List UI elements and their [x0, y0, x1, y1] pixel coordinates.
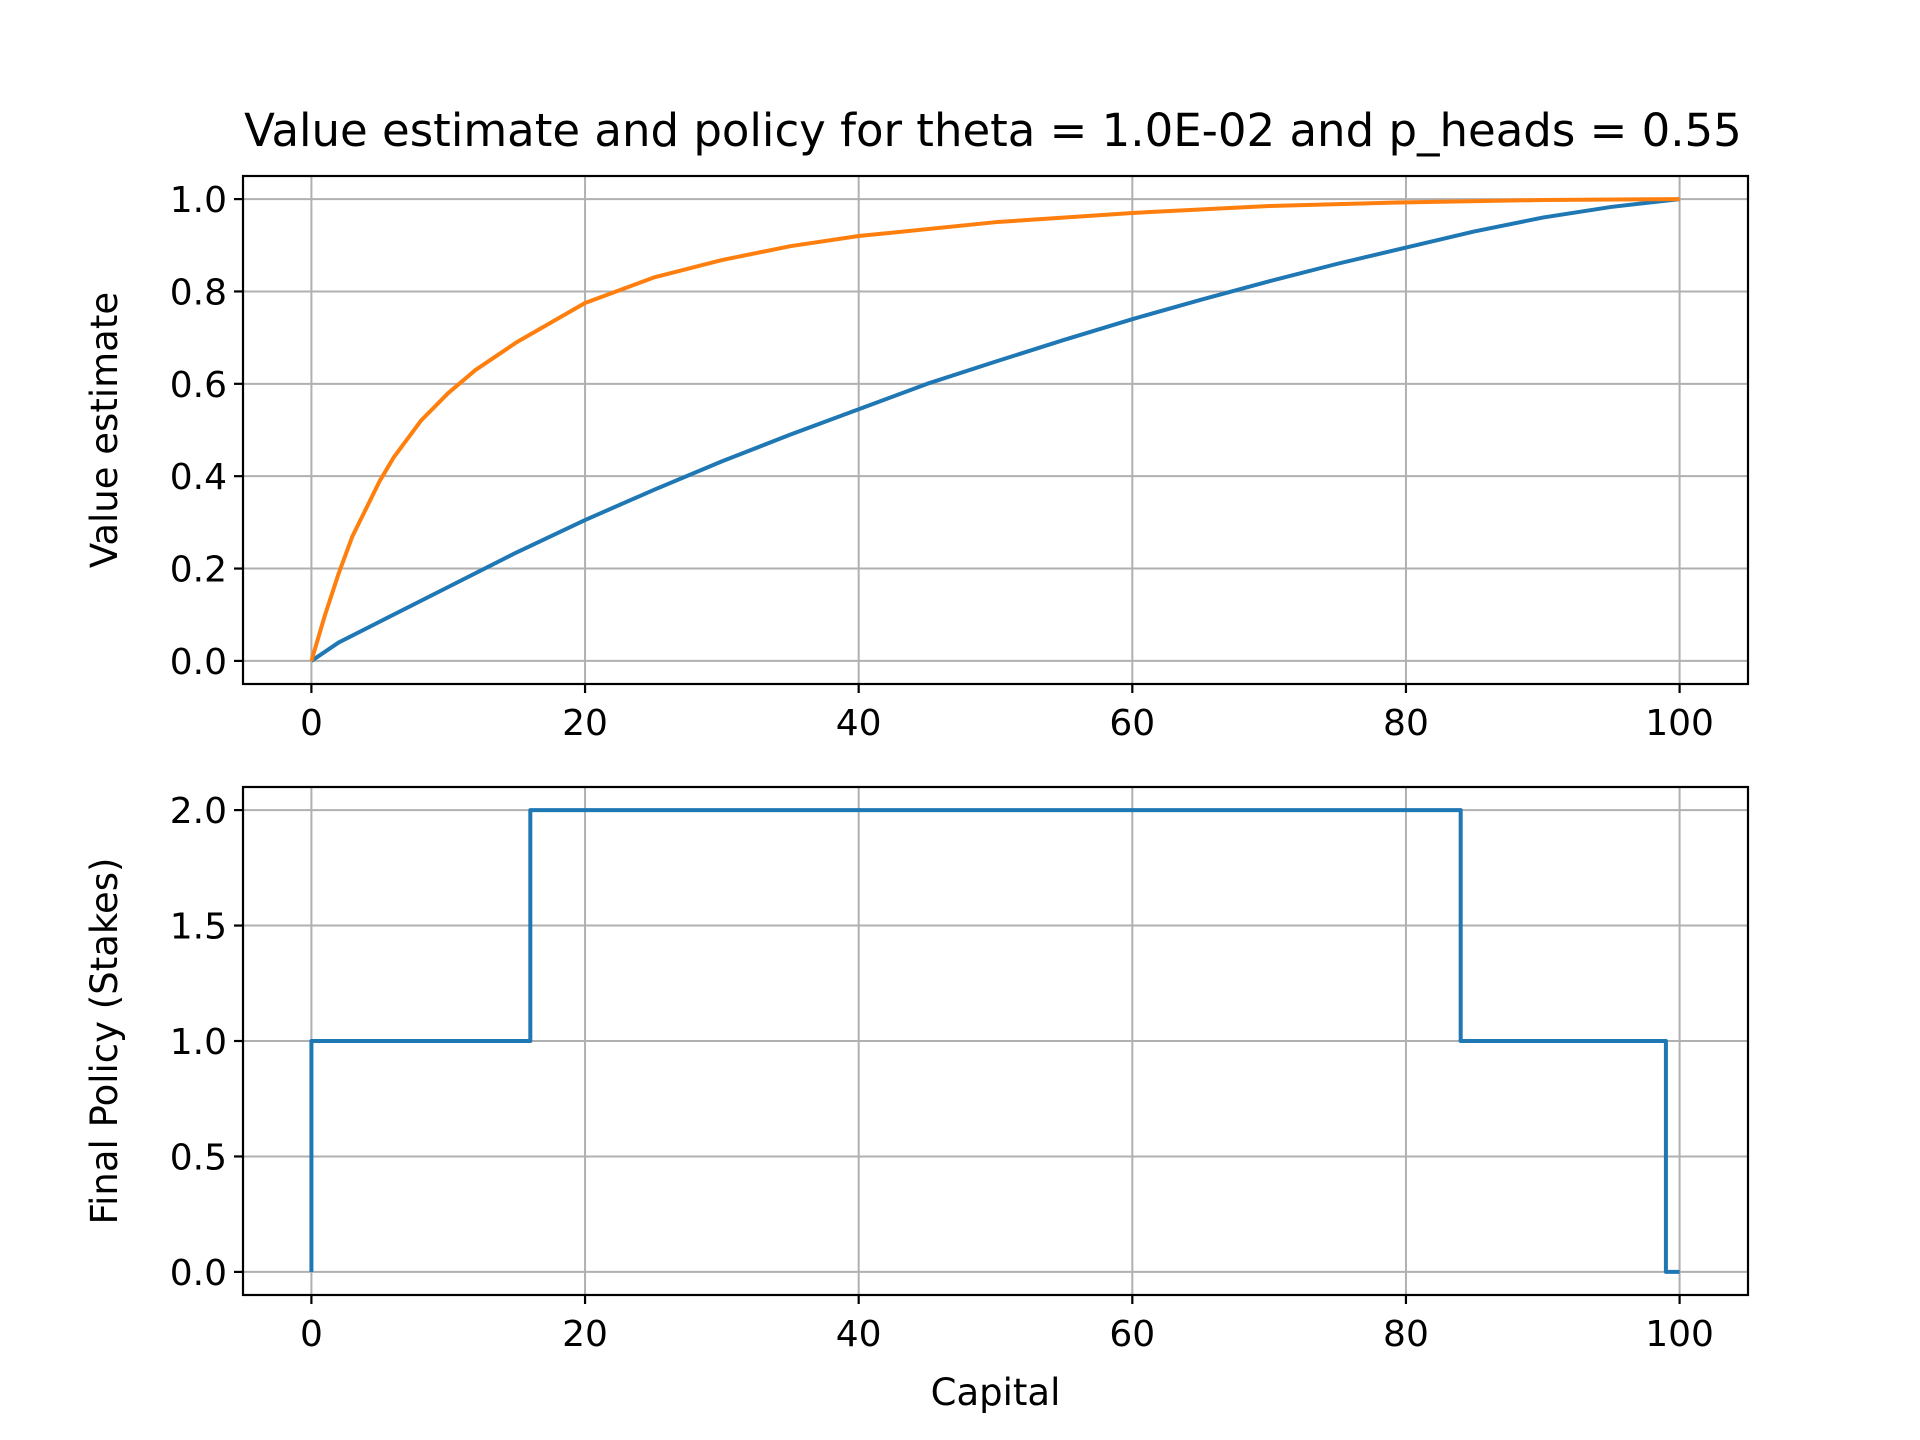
- policy-x-tick-label: 0: [300, 1314, 323, 1355]
- value-y-tick-label: 0.4: [170, 457, 227, 498]
- policy-y-ticks: 0.0 0.5 1.0 1.5 2.0: [170, 791, 243, 1294]
- value-y-axis-label: Value estimate: [83, 292, 126, 568]
- policy-y-tick-label: 0.5: [170, 1137, 227, 1178]
- policy-x-ticks: 0 20 40 60 80 100: [300, 1295, 1714, 1355]
- policy-x-tick-label: 20: [562, 1314, 608, 1355]
- policy-series-line-1: [309, 808, 1680, 1274]
- policy-y-tick-label: 1.0: [170, 1022, 227, 1063]
- value-x-ticks: 0 20 40 60 80 100: [300, 684, 1714, 744]
- value-series: [309, 197, 1680, 663]
- value-x-tick-label: 80: [1383, 703, 1429, 744]
- value-estimate-panel: 0 20 40 60 80 100 0.0 0.2 0.4 0.6 0.8 1.0 Value es…: [83, 174, 1750, 744]
- value-y-ticks: 0.0 0.2 0.4 0.6 0.8 1.0: [170, 180, 243, 683]
- value-series-line-1: [310, 197, 1680, 663]
- value-y-tick-label: 0.0: [170, 642, 227, 683]
- policy-x-axis-label: Capital: [931, 1371, 1061, 1414]
- policy-x-tick-label: 100: [1645, 1314, 1714, 1355]
- value-y-tick-label: 0.8: [170, 272, 227, 313]
- policy-x-tick-label: 40: [836, 1314, 882, 1355]
- value-series-line-2: [309, 197, 1680, 662]
- policy-y-tick-label: 2.0: [170, 791, 227, 832]
- policy-panel: 0 20 40 60 80 100 0.0 0.5 1.0 1.5 2.0 Final Polic…: [83, 785, 1750, 1414]
- policy-y-tick-label: 0.0: [170, 1253, 227, 1294]
- value-x-tick-label: 40: [836, 703, 882, 744]
- policy-series: [309, 808, 1680, 1274]
- policy-x-tick-label: 80: [1383, 1314, 1429, 1355]
- value-x-tick-label: 60: [1109, 703, 1155, 744]
- value-x-tick-label: 20: [562, 703, 608, 744]
- value-x-tick-label: 0: [300, 703, 323, 744]
- policy-y-axis-label: Final Policy (Stakes): [83, 858, 126, 1225]
- value-y-tick-label: 0.2: [170, 550, 227, 591]
- value-x-tick-label: 100: [1645, 703, 1714, 744]
- value-y-tick-label: 1.0: [170, 180, 227, 221]
- value-y-tick-label: 0.6: [170, 365, 227, 406]
- value-axes-frame: [241, 174, 1750, 686]
- chart-title: Value estimate and policy for theta = 1.…: [244, 104, 1742, 157]
- policy-y-tick-label: 1.5: [170, 907, 227, 948]
- value-grid: [243, 176, 1748, 684]
- policy-x-tick-label: 60: [1109, 1314, 1155, 1355]
